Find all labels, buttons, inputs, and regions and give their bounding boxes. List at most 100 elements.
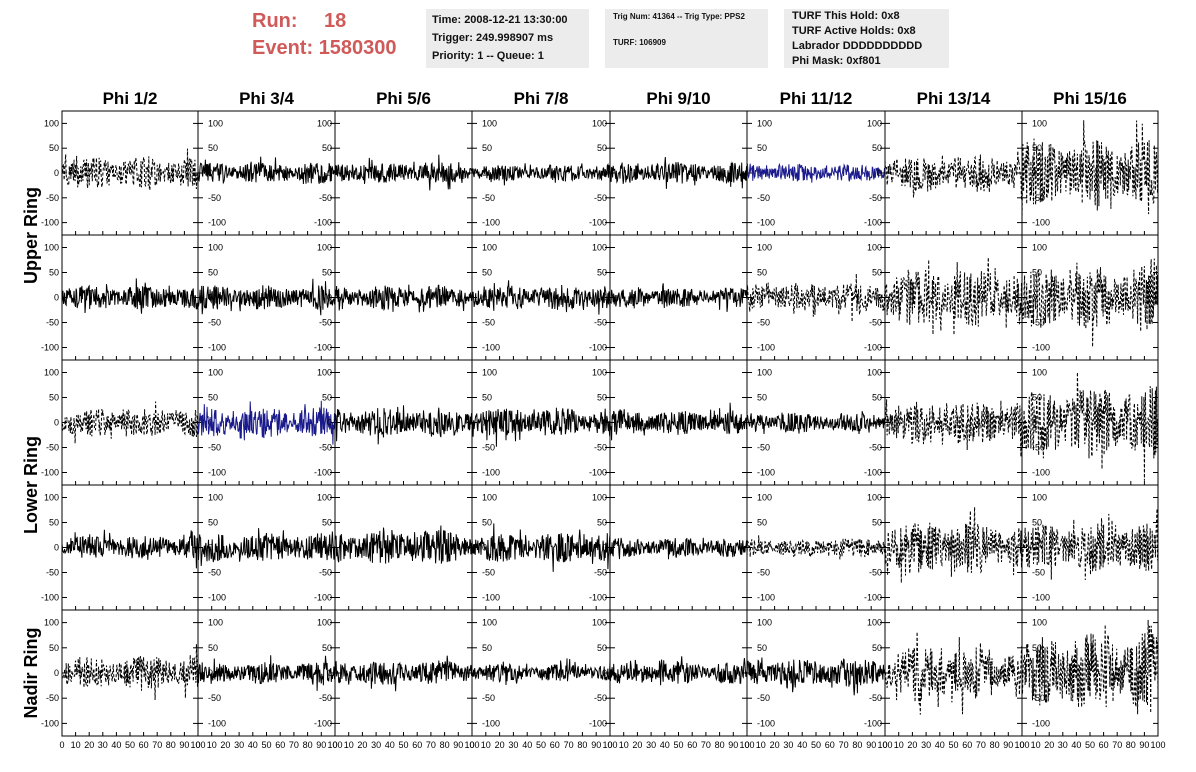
y-tick-label: 0 (602, 543, 607, 553)
waveform-trace (746, 411, 886, 435)
y-tick-label: 100 (317, 243, 332, 253)
y-tick-label: 50 (482, 268, 492, 278)
waveform-trace (884, 150, 1023, 201)
x-tick-label: 40 (248, 740, 258, 750)
y-tick-label: 0 (54, 418, 59, 428)
x-tick-label: 60 (275, 740, 285, 750)
y-tick-label: -50 (46, 568, 59, 578)
y-tick-label: -100 (864, 593, 882, 603)
y-tick-label: 100 (867, 118, 882, 128)
y-tick-label: 100 (867, 618, 882, 628)
row-label-upper-ring: Upper Ring (21, 187, 41, 284)
y-tick-label: -100 (757, 468, 775, 478)
x-tick-label: 70 (152, 740, 162, 750)
waveform-trace (197, 278, 336, 316)
y-tick-label: -100 (589, 593, 607, 603)
y-tick-label: -50 (1032, 318, 1045, 328)
waveform-trace (61, 643, 199, 701)
y-tick-label: 50 (322, 393, 332, 403)
y-tick-label: -50 (208, 443, 221, 453)
waveform-trace (884, 631, 1023, 715)
y-tick-label: -50 (594, 443, 607, 453)
x-tick-label: 10 (894, 740, 904, 750)
y-tick-label: 50 (1032, 643, 1042, 653)
x-tick-label: 10 (756, 740, 766, 750)
y-tick-label: 0 (327, 418, 332, 428)
y-tick-label: 100 (1032, 118, 1047, 128)
y-tick-label: -100 (208, 468, 226, 478)
y-tick-label: -100 (482, 343, 500, 353)
waveform-trace (471, 280, 611, 315)
y-tick-label: 0 (1032, 668, 1037, 678)
run-event-header: Run: 18 Event: 1580300 (252, 8, 397, 62)
y-tick-label: -50 (46, 318, 59, 328)
y-tick-label: 50 (322, 143, 332, 153)
y-tick-label: -50 (319, 568, 332, 578)
y-tick-label: 100 (208, 618, 223, 628)
y-tick-label: -50 (757, 318, 770, 328)
y-tick-label: 100 (757, 243, 772, 253)
y-tick-label: 50 (482, 393, 492, 403)
y-tick-label: 100 (44, 493, 59, 503)
x-tick-label: 30 (921, 740, 931, 750)
waveform-trace (334, 525, 473, 564)
waveform-trace (1021, 619, 1159, 715)
y-tick-label: 50 (872, 393, 882, 403)
x-tick-label: 70 (564, 740, 574, 750)
y-tick-label: -100 (41, 218, 59, 228)
x-tick-label: 40 (660, 740, 670, 750)
x-tick-label: 20 (495, 740, 505, 750)
x-tick-label: 80 (303, 740, 313, 750)
waveform-trace (609, 537, 748, 560)
x-tick-label: 60 (962, 740, 972, 750)
waveform-trace (746, 273, 886, 322)
y-tick-label: -50 (482, 568, 495, 578)
y-tick-label: -50 (208, 318, 221, 328)
turf-info-box: TURF This Hold: 0x8 TURF Active Holds: 0… (784, 9, 949, 68)
x-tick-label: 80 (577, 740, 587, 750)
waveform-trace (746, 162, 886, 183)
y-tick-label: -50 (319, 193, 332, 203)
waveform-trace (471, 407, 611, 447)
x-tick-label: 60 (825, 740, 835, 750)
x-tick-label: 100 (327, 740, 342, 750)
y-tick-label: -100 (314, 593, 332, 603)
column-header-1: Phi 1/2 (103, 89, 158, 108)
y-tick-label: -50 (319, 443, 332, 453)
x-tick-label: 0 (744, 740, 749, 750)
y-tick-label: 100 (592, 118, 607, 128)
x-tick-label: 40 (522, 740, 532, 750)
waveform-trace (884, 506, 1023, 584)
y-tick-label: 0 (327, 168, 332, 178)
y-tick-label: -100 (1032, 218, 1050, 228)
y-tick-label: -50 (594, 318, 607, 328)
y-tick-label: 50 (208, 393, 218, 403)
waveform-trace (746, 535, 886, 560)
column-header-5: Phi 9/10 (646, 89, 710, 108)
waveform-trace (197, 655, 336, 691)
y-tick-label: -100 (482, 718, 500, 728)
y-tick-label: 0 (54, 168, 59, 178)
time-info-box: Time: 2008-12-21 13:30:00 Trigger: 249.9… (426, 9, 589, 68)
y-tick-label: 0 (54, 668, 59, 678)
x-tick-label: 80 (440, 740, 450, 750)
x-tick-label: 70 (976, 740, 986, 750)
x-tick-label: 20 (907, 740, 917, 750)
y-tick-label: 50 (872, 268, 882, 278)
y-tick-label: 0 (877, 418, 882, 428)
turf-text: TURF: 106909 (613, 38, 666, 47)
y-tick-label: 0 (602, 668, 607, 678)
y-tick-label: 100 (208, 368, 223, 378)
y-tick-label: 0 (327, 668, 332, 678)
x-tick-label: 10 (1031, 740, 1041, 750)
y-tick-label: -100 (482, 218, 500, 228)
y-tick-label: 100 (757, 118, 772, 128)
y-tick-label: -100 (208, 218, 226, 228)
y-tick-label: 100 (44, 368, 59, 378)
x-tick-label: 30 (1058, 740, 1068, 750)
y-tick-label: -100 (314, 468, 332, 478)
waveform-trace (471, 163, 611, 186)
y-tick-label: 100 (317, 493, 332, 503)
x-tick-label: 80 (990, 740, 1000, 750)
